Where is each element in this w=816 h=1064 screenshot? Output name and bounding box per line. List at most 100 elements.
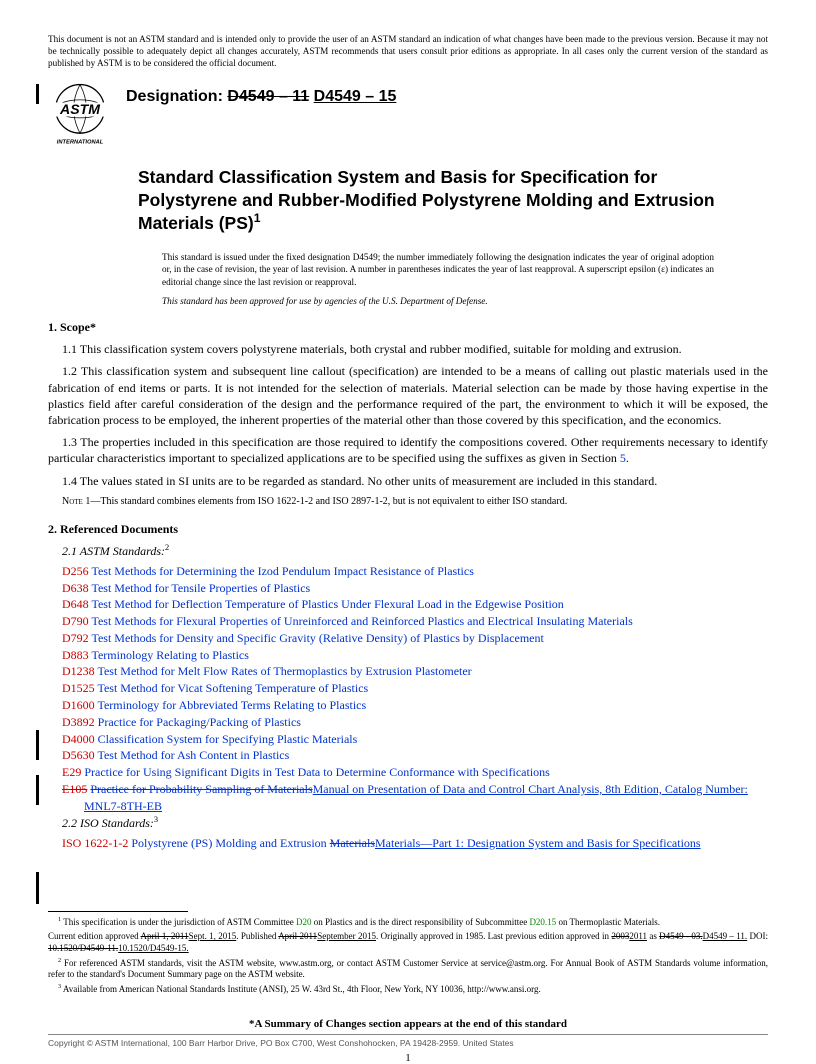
designation-new: D4549 – 15 — [314, 88, 397, 105]
ref-title[interactable]: Classification System for Specifying Pla… — [95, 732, 358, 746]
ref-e105: E105 Practice for Probability Sampling o… — [62, 781, 768, 815]
iso-code[interactable]: ISO 1622-1-2 — [62, 836, 128, 850]
ref-item-d790: D790 Test Methods for Flexural Propertie… — [62, 613, 768, 630]
fn1d-mid2: . Originally approved in 1985. Last prev… — [376, 931, 611, 941]
ref-code[interactable]: D1600 — [62, 698, 95, 712]
ref-item-d3892: D3892 Practice for Packaging/Packing of … — [62, 714, 768, 731]
ref-item-d648: D648 Test Method for Deflection Temperat… — [62, 596, 768, 613]
refdocs-heading: 2. Referenced Documents — [48, 522, 768, 537]
fn1d-new2: September 2015 — [317, 931, 376, 941]
ref-item-d1238: D1238 Test Method for Melt Flow Rates of… — [62, 663, 768, 680]
footnote-rule — [48, 911, 188, 912]
copyright: Copyright © ASTM International, 100 Barr… — [48, 1034, 768, 1048]
ref-code[interactable]: D256 — [62, 564, 89, 578]
ref-title[interactable]: Test Method for Vicat Softening Temperat… — [95, 681, 369, 695]
e105-old: Practice for Probability Sampling of Mat… — [90, 782, 312, 796]
change-bar-1 — [36, 84, 39, 104]
ref-title[interactable]: Test Method for Deflection Temperature o… — [89, 597, 564, 611]
ref-iso-1622: ISO 1622-1-2 Polystyrene (PS) Molding an… — [62, 835, 768, 852]
ref-code[interactable]: D1238 — [62, 664, 95, 678]
svg-text:INTERNATIONAL: INTERNATIONAL — [57, 139, 104, 145]
astm-ref-list: D256 Test Methods for Determining the Iz… — [62, 563, 768, 781]
disclaimer-text: This document is not an ASTM standard an… — [48, 34, 768, 70]
iso-standards-sub: 2.2 ISO Standards:3 — [48, 815, 768, 831]
ref-title[interactable]: Terminology Relating to Plastics — [89, 648, 249, 662]
fn1d-new4: D4549 – 11. — [703, 931, 748, 941]
ref-title[interactable]: Terminology for Abbreviated Terms Relati… — [95, 698, 367, 712]
ref-item-d1600: D1600 Terminology for Abbreviated Terms … — [62, 697, 768, 714]
astm-standards-sub: 2.1 ASTM Standards:2 — [48, 543, 768, 559]
footnote-3: 3 Available from American National Stand… — [48, 983, 768, 996]
iso-old: Materials — [330, 836, 375, 850]
fn1-link-d2015[interactable]: D20.15 — [529, 917, 556, 927]
ref-title[interactable]: Test Methods for Determining the Izod Pe… — [89, 564, 474, 578]
ref-title[interactable]: Test Method for Tensile Properties of Pl… — [89, 581, 311, 595]
note-1: Note 1—This standard combines elements f… — [48, 495, 768, 508]
fn1d-new1: Sept. 1, 2015 — [189, 931, 237, 941]
ref-item-d638: D638 Test Method for Tensile Properties … — [62, 580, 768, 597]
iso-sub-super: 3 — [154, 815, 158, 824]
para-1-1: 1.1 This classification system covers po… — [48, 341, 768, 357]
fn2-text: For referenced ASTM standards, visit the… — [48, 958, 768, 980]
ref-item-d4000: D4000 Classification System for Specifyi… — [62, 731, 768, 748]
para-1-3: 1.3 The properties included in this spec… — [48, 434, 768, 466]
ref-code[interactable]: D790 — [62, 614, 89, 628]
footnote-1: 1 This specification is under the jurisd… — [48, 916, 768, 929]
iso-pre: Polystyrene (PS) Molding and Extrusion — [131, 836, 329, 850]
fn1d-mid3: as — [647, 931, 659, 941]
fn1d-old2: April 2011 — [278, 931, 317, 941]
ref-item-e29: E29 Practice for Using Significant Digit… — [62, 764, 768, 781]
astm-sub-super: 2 — [165, 543, 169, 552]
ref-title[interactable]: Practice for Packaging/Packing of Plasti… — [95, 715, 301, 729]
dod-note: This standard has been approved for use … — [162, 296, 714, 306]
designation-label: Designation: — [126, 88, 223, 105]
para-1-3b: . — [626, 451, 629, 465]
ref-item-d792: D792 Test Methods for Density and Specif… — [62, 630, 768, 647]
note-1-label: Note 1 — [62, 496, 90, 507]
issue-note: This standard is issued under the fixed … — [162, 251, 714, 288]
ref-code[interactable]: D3892 — [62, 715, 95, 729]
footnotes: 1 This specification is under the jurisd… — [48, 916, 768, 995]
ref-code[interactable]: D1525 — [62, 681, 95, 695]
designation: Designation: D4549 – 11 D4549 – 15 — [126, 82, 396, 106]
summary-changes: *A Summary of Changes section appears at… — [48, 1018, 768, 1030]
ref-title[interactable]: Test Method for Melt Flow Rates of Therm… — [95, 664, 472, 678]
ref-code[interactable]: D792 — [62, 631, 89, 645]
ref-code[interactable]: E29 — [62, 765, 81, 779]
fn1d-new5: 10.1520/D4549-15. — [118, 943, 189, 953]
ref-code[interactable]: D5630 — [62, 748, 95, 762]
e105-code[interactable]: E105 — [62, 782, 87, 796]
fn1c: on Thermoplastic Materials. — [556, 917, 660, 927]
note-1-text: —This standard combines elements from IS… — [90, 496, 567, 507]
ref-code[interactable]: D648 — [62, 597, 89, 611]
para-1-2: 1.2 This classification system and subse… — [48, 363, 768, 428]
iso-new[interactable]: Materials—Part 1: Designation System and… — [375, 836, 701, 850]
fn1d-old3: 2003 — [611, 931, 629, 941]
title-text: Standard Classification System and Basis… — [138, 167, 715, 233]
fn1d-old4: D4549 - 03. — [659, 931, 702, 941]
ref-item-d1525: D1525 Test Method for Vicat Softening Te… — [62, 680, 768, 697]
fn1b: on Plastics and is the direct responsibi… — [311, 917, 529, 927]
change-bar-2 — [36, 730, 39, 760]
main-title: Standard Classification System and Basis… — [138, 166, 738, 235]
svg-text:ASTM: ASTM — [59, 101, 100, 117]
e105-ref: E105 Practice for Probability Sampling o… — [62, 781, 768, 815]
ref-title[interactable]: Practice for Using Significant Digits in… — [81, 765, 550, 779]
fn1-link-d20[interactable]: D20 — [296, 917, 312, 927]
ref-title[interactable]: Test Methods for Density and Specific Gr… — [89, 631, 544, 645]
designation-old: D4549 – 11 — [227, 88, 309, 105]
title-super: 1 — [254, 211, 261, 225]
fn1d-old1: April 1, 2011 — [140, 931, 188, 941]
para-1-4: 1.4 The values stated in SI units are to… — [48, 473, 768, 489]
ref-code[interactable]: D883 — [62, 648, 89, 662]
title-block: Standard Classification System and Basis… — [138, 166, 738, 306]
fn1d-mid1: . Published — [236, 931, 278, 941]
change-bar-4 — [36, 872, 39, 904]
ref-title[interactable]: Test Methods for Flexural Properties of … — [89, 614, 633, 628]
ref-code[interactable]: D4000 — [62, 732, 95, 746]
fn1d-new3: 2011 — [629, 931, 647, 941]
ref-code[interactable]: D638 — [62, 581, 89, 595]
astm-sub-text: 2.1 ASTM Standards: — [62, 544, 165, 558]
ref-title[interactable]: Test Method for Ash Content in Plastics — [95, 748, 290, 762]
fn1d-old5: 10.1520/D4549-11. — [48, 943, 118, 953]
